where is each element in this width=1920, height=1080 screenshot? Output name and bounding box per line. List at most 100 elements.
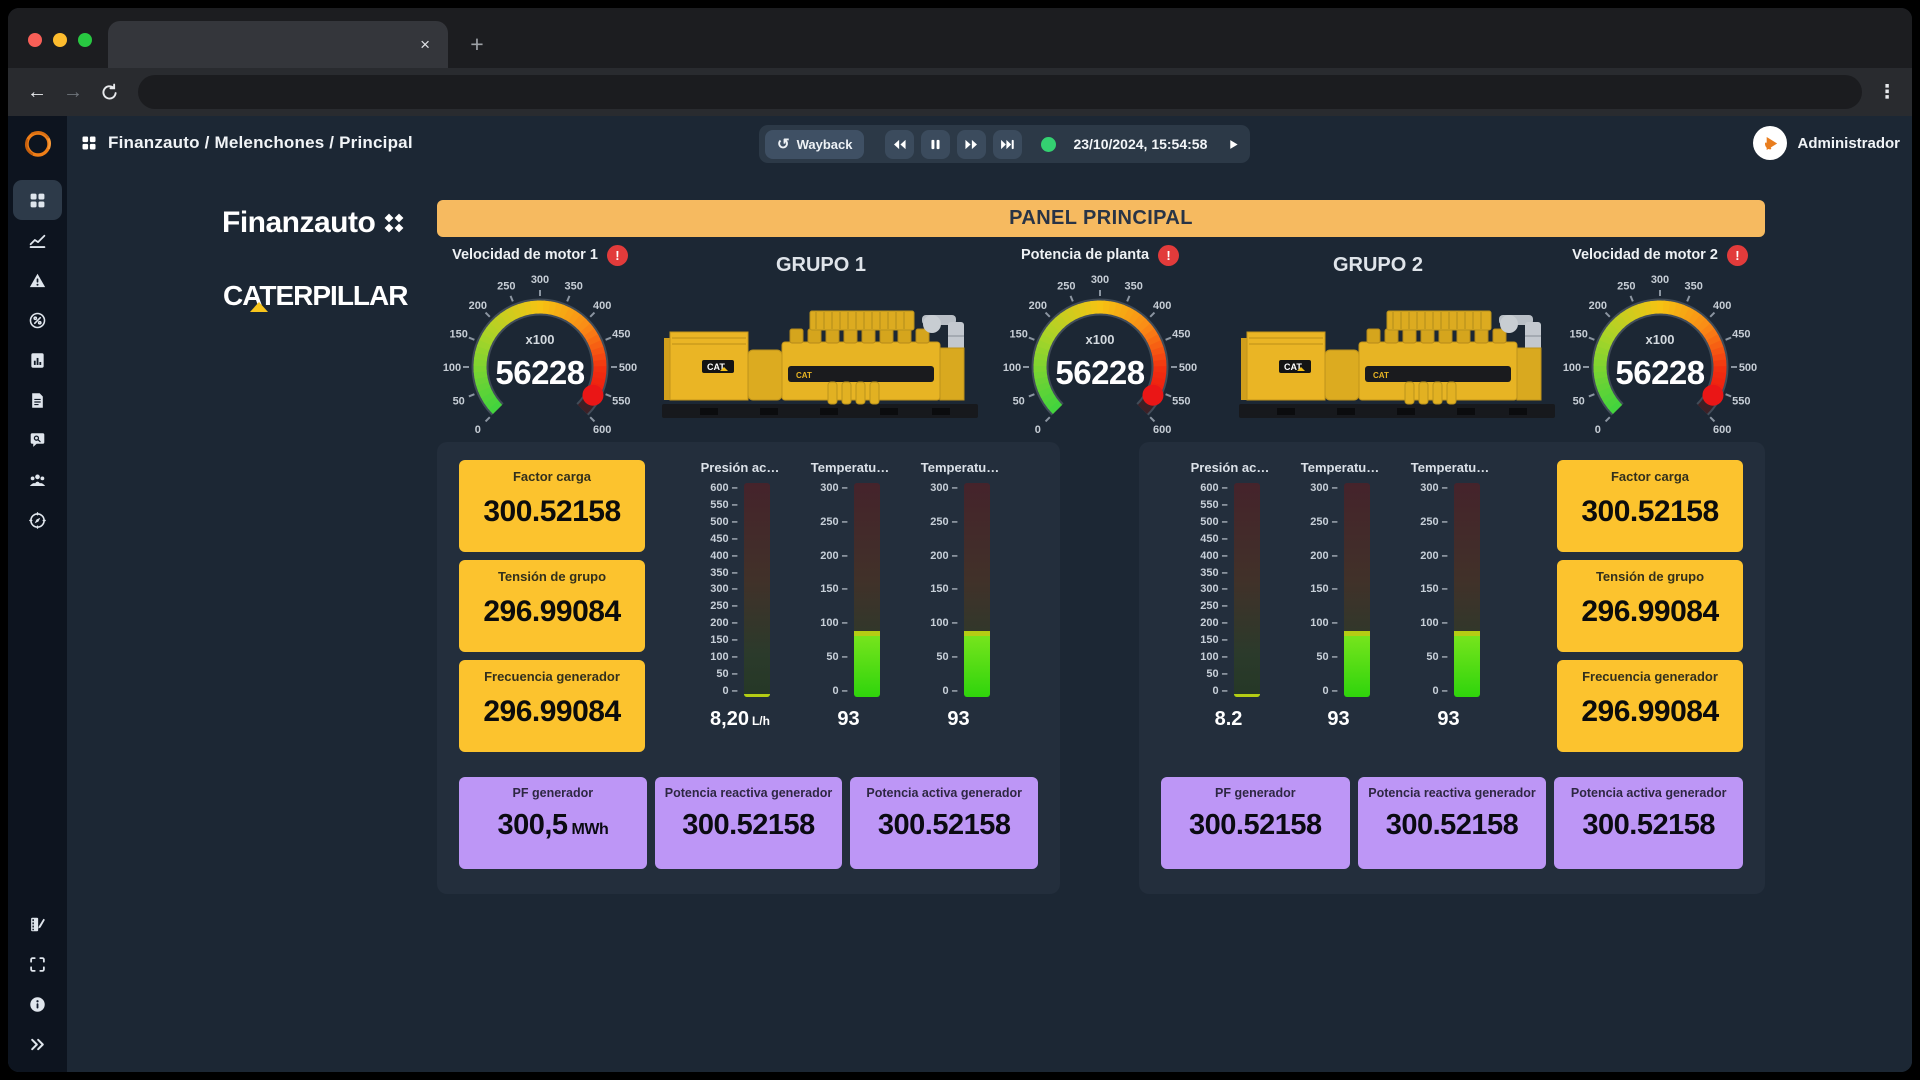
- svg-text:400: 400: [593, 300, 611, 312]
- svg-text:250: 250: [497, 281, 515, 293]
- wayback-label: Wayback: [797, 137, 853, 152]
- svg-text:300: 300: [531, 274, 549, 286]
- rewind-icon: [892, 139, 907, 150]
- chat-search-icon: [29, 432, 46, 449]
- percent-icon: [29, 312, 46, 329]
- kpi-pf-generador: PF generador300.52158: [1161, 777, 1350, 869]
- caterpillar-wordmark: CATERPILLAR: [223, 280, 407, 311]
- sidebar-item-users[interactable]: [13, 460, 62, 500]
- svg-text:50: 50: [1573, 396, 1585, 408]
- svg-text:550: 550: [1732, 396, 1750, 408]
- gauge-velocidad-motor-1: Velocidad de motor 1 ! 05010015020025030…: [432, 244, 648, 438]
- group-1-title: GRUPO 1: [741, 254, 901, 277]
- sidebar-item-info[interactable]: [13, 984, 62, 1024]
- wayback-button[interactable]: ↺ Wayback: [765, 130, 864, 159]
- compass-icon: [29, 512, 46, 529]
- gauge-multiplier: x100: [992, 332, 1208, 347]
- browser-tab[interactable]: ×: [108, 21, 448, 68]
- sidebar-item-media[interactable]: [13, 904, 62, 944]
- svg-text:600: 600: [593, 424, 611, 436]
- svg-text:300: 300: [1091, 274, 1109, 286]
- gauge-potencia-planta: Potencia de planta ! 0501001502002503003…: [992, 244, 1208, 438]
- fast-forward-button[interactable]: [957, 130, 986, 159]
- svg-text:0: 0: [1035, 424, 1041, 436]
- metric-card-tension-grupo: Tensión de grupo296.99084: [459, 560, 645, 652]
- bar-gauge-temperatura-1: Temperatu… 300 –250 –200 –150 –100 –50 –…: [801, 460, 899, 754]
- bar-gauge-presion: Presión ac… 600 –550 –500 –450 –400 –350…: [691, 460, 789, 754]
- svg-text:600: 600: [1713, 424, 1731, 436]
- back-button[interactable]: ←: [20, 75, 54, 109]
- sidebar-expand-button[interactable]: [13, 1024, 62, 1064]
- alarm-badge-icon: !: [1727, 245, 1748, 266]
- trend-chart-icon: [29, 232, 46, 249]
- bar-gauge-temperatura-2: Temperatu… 300 –250 –200 –150 –100 –50 –…: [911, 460, 1009, 754]
- finanzauto-wordmark: Finanzauto: [222, 206, 375, 240]
- metric-card-factor-carga: Factor carga300.52158: [1557, 460, 1743, 552]
- app-logo-icon: [20, 126, 56, 162]
- bar-gauge-temperatura-1: Temperatu… 300 –250 –200 –150 –100 –50 –…: [1291, 460, 1389, 754]
- sidebar-item-alarms[interactable]: [13, 260, 62, 300]
- sidebar-item-map[interactable]: [13, 500, 62, 540]
- kpi-potencia-reactiva: Potencia reactiva generador300.52158: [1358, 777, 1547, 869]
- svg-text:300: 300: [1651, 274, 1669, 286]
- sidebar-item-documents[interactable]: [13, 380, 62, 420]
- gauge-value: 56228: [1552, 354, 1768, 392]
- dashboard-icon: [29, 192, 46, 209]
- minimize-window-button[interactable]: [53, 33, 67, 47]
- skip-end-button[interactable]: [993, 130, 1022, 159]
- skip-end-icon: [1000, 139, 1015, 150]
- alarm-badge-icon: !: [607, 245, 628, 266]
- sidebar-item-messages[interactable]: [13, 420, 62, 460]
- traffic-lights: [28, 33, 92, 47]
- gauge-value: 56228: [432, 354, 648, 392]
- gauge-title: Potencia de planta: [1021, 247, 1149, 263]
- timestamp: 23/10/2024, 15:54:58: [1073, 136, 1207, 152]
- reload-button[interactable]: [92, 75, 126, 109]
- rewind-button[interactable]: [885, 130, 914, 159]
- gauge-multiplier: x100: [432, 332, 648, 347]
- svg-text:550: 550: [1172, 396, 1190, 408]
- svg-text:200: 200: [1029, 300, 1047, 312]
- finanzauto-logo: Finanzauto: [222, 206, 406, 240]
- svg-text:550: 550: [612, 396, 630, 408]
- sidebar-item-fullscreen[interactable]: [13, 944, 62, 984]
- svg-text:250: 250: [1617, 281, 1635, 293]
- kpi-pf-generador: PF generador300,5MWh: [459, 777, 647, 869]
- sidebar-item-percent[interactable]: [13, 300, 62, 340]
- breadcrumb[interactable]: Finanzauto / Melenchones / Principal: [81, 116, 413, 170]
- svg-text:0: 0: [1595, 424, 1601, 436]
- play-button[interactable]: [1222, 130, 1244, 159]
- metric-card-factor-carga: Factor carga300.52158: [459, 460, 645, 552]
- gauge-title: Velocidad de motor 1: [452, 247, 598, 263]
- playback-toolbar: ↺ Wayback 23/10/2024, 15:54:58: [759, 125, 1250, 163]
- metric-card-tension-grupo: Tensión de grupo296.99084: [1557, 560, 1743, 652]
- gauge-multiplier: x100: [1552, 332, 1768, 347]
- play-icon: [1228, 139, 1239, 150]
- tab-strip: × +: [8, 8, 1912, 68]
- panel-title: PANEL PRINCIPAL: [437, 200, 1765, 237]
- url-bar[interactable]: [138, 75, 1862, 109]
- pause-button[interactable]: [921, 130, 950, 159]
- svg-text:50: 50: [1013, 396, 1025, 408]
- tab-close-icon[interactable]: ×: [420, 36, 430, 53]
- close-window-button[interactable]: [28, 33, 42, 47]
- metric-card-frecuencia: Frecuencia generador296.99084: [459, 660, 645, 752]
- bar-gauge-presion: Presión ac… 600 –550 –500 –450 –400 –350…: [1181, 460, 1279, 754]
- alarm-warning-icon: [29, 272, 46, 289]
- svg-text:50: 50: [453, 396, 465, 408]
- sidebar-item-dashboard[interactable]: [13, 180, 62, 220]
- gauge-dial: 050100150200250300350400450500550600: [1000, 268, 1200, 438]
- sidebar-item-trends[interactable]: [13, 220, 62, 260]
- svg-text:200: 200: [1589, 300, 1607, 312]
- alarm-badge-icon: !: [1158, 245, 1179, 266]
- kpi-potencia-reactiva: Potencia reactiva generador300.52158: [655, 777, 843, 869]
- zoom-window-button[interactable]: [78, 33, 92, 47]
- forward-button[interactable]: →: [56, 75, 90, 109]
- breadcrumb-text[interactable]: Finanzauto / Melenchones / Principal: [108, 133, 413, 153]
- user-menu[interactable]: Administrador: [1753, 116, 1900, 170]
- sidebar-item-reports[interactable]: [13, 340, 62, 380]
- svg-text:200: 200: [469, 300, 487, 312]
- browser-menu-icon[interactable]: ⋮: [1874, 81, 1900, 104]
- generator-image-1: [660, 308, 980, 421]
- new-tab-button[interactable]: +: [462, 29, 492, 59]
